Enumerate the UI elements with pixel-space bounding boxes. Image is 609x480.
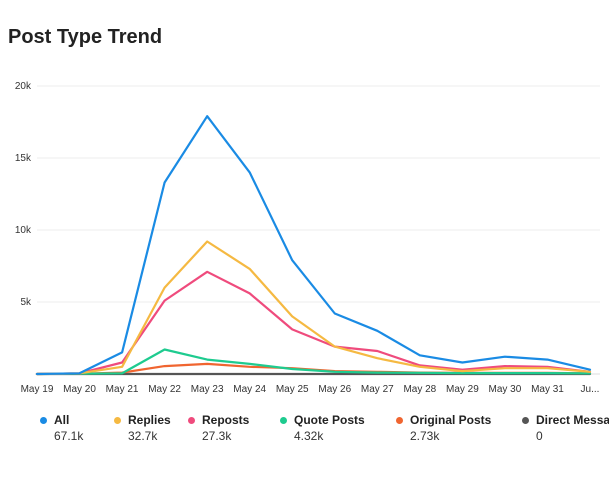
legend-series-name: All [54, 413, 70, 427]
x-tick-label: May 21 [106, 384, 139, 395]
legend-dot-icon [396, 417, 403, 424]
chart-legend: All 67.1k Replies 32.7k Reposts 27.3k Quote Po… [40, 413, 609, 443]
legend-item-original-posts[interactable]: Original Posts 2.73k [396, 413, 522, 443]
y-tick-label: 15k [15, 153, 32, 164]
legend-series-name: Original Posts [410, 413, 492, 427]
series-line-all [35, 115, 592, 376]
x-tick-label: May 27 [361, 384, 394, 395]
legend-item-quote-posts[interactable]: Quote Posts 4.32k [280, 413, 396, 443]
legend-series-total: 27.3k [202, 429, 232, 443]
series-line-replies [35, 240, 592, 376]
legend-item-all[interactable]: All 67.1k [40, 413, 114, 443]
x-tick-label: May 20 [63, 384, 96, 395]
x-tick-label: May 31 [531, 384, 564, 395]
x-tick-label: May 19 [21, 384, 54, 395]
series-line-quote-posts [35, 348, 592, 376]
line-chart: 5k 10k 15k 20k May 19 May 20 May 21 May 22 May 2… [15, 81, 600, 395]
legend-series-total: 67.1k [54, 429, 84, 443]
legend-dot-icon [114, 417, 121, 424]
x-tick-label: May 29 [446, 384, 479, 395]
legend-series-name: Direct Messages [536, 413, 609, 427]
legend-series-total: 0 [536, 429, 543, 443]
x-tick-label: May 24 [233, 384, 266, 395]
legend-item-replies[interactable]: Replies 32.7k [114, 413, 188, 443]
x-tick-label: May 23 [191, 384, 224, 395]
legend-series-name: Reposts [202, 413, 250, 427]
x-tick-label: Ju... [581, 384, 600, 395]
x-tick-label: May 28 [403, 384, 436, 395]
y-tick-label: 20k [15, 81, 32, 92]
legend-item-reposts[interactable]: Reposts 27.3k [188, 413, 280, 443]
legend-series-name: Replies [128, 413, 171, 427]
legend-series-total: 2.73k [410, 429, 440, 443]
x-tick-label: May 30 [489, 384, 522, 395]
legend-series-total: 32.7k [128, 429, 158, 443]
x-tick-label: May 25 [276, 384, 309, 395]
legend-dot-icon [280, 417, 287, 424]
legend-item-direct-messages[interactable]: Direct Messages 0 [522, 413, 609, 443]
legend-dot-icon [188, 417, 195, 424]
x-tick-label: May 22 [148, 384, 181, 395]
legend-series-name: Quote Posts [294, 413, 365, 427]
legend-series-total: 4.32k [294, 429, 324, 443]
legend-dot-icon [522, 417, 529, 424]
legend-dot-icon [40, 417, 47, 424]
y-tick-label: 10k [15, 225, 32, 236]
chart-title: Post Type Trend [8, 26, 163, 48]
y-tick-label: 5k [20, 297, 32, 308]
x-tick-label: May 26 [318, 384, 351, 395]
